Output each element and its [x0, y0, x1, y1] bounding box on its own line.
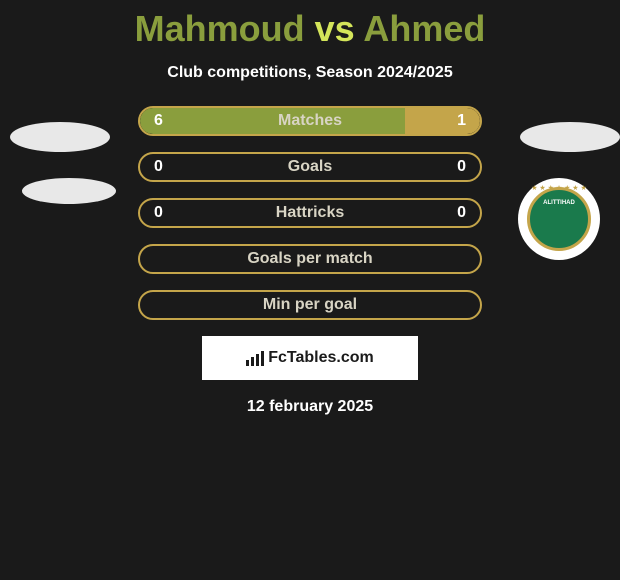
badge-stars: ★ ★ ★ ★ ★ ★ ★	[531, 184, 587, 192]
player1-avatar	[10, 122, 110, 152]
stat-value-right: 0	[457, 158, 466, 176]
badge-inner: ★ ★ ★ ★ ★ ★ ★ ALITTIHAD	[527, 187, 591, 251]
stat-row-gpm: Goals per match	[138, 244, 482, 274]
chart-icon	[246, 351, 264, 366]
player2-name: Ahmed	[363, 8, 485, 49]
stat-row-hattricks: 0 Hattricks 0	[138, 198, 482, 228]
stats-bars: 6 Matches 1 0 Goals 0 0 Hattricks 0 Goal…	[138, 106, 482, 320]
vs-text: vs	[315, 8, 355, 49]
stat-label: Min per goal	[263, 296, 357, 314]
stat-label: Hattricks	[276, 204, 344, 222]
stat-label: Goals	[288, 158, 332, 176]
stat-value-left: 0	[154, 204, 163, 222]
page-title: Mahmoud vs Ahmed	[0, 0, 620, 50]
stat-label: Matches	[278, 112, 342, 130]
player2-club-badge: ★ ★ ★ ★ ★ ★ ★ ALITTIHAD	[518, 178, 600, 260]
stat-value-left: 0	[154, 158, 163, 176]
bar-fill-left	[140, 108, 405, 134]
player2-avatar	[520, 122, 620, 152]
stat-row-goals: 0 Goals 0	[138, 152, 482, 182]
date-text: 12 february 2025	[0, 398, 620, 416]
stat-row-mpg: Min per goal	[138, 290, 482, 320]
bar-fill-right	[405, 108, 480, 134]
stat-value-right: 1	[457, 112, 466, 130]
player1-name: Mahmoud	[135, 8, 305, 49]
player1-club-badge	[22, 178, 116, 204]
badge-text: ALITTIHAD	[543, 200, 575, 206]
stat-label: Goals per match	[247, 250, 372, 268]
subtitle: Club competitions, Season 2024/2025	[0, 64, 620, 82]
brand-box: FcTables.com	[202, 336, 418, 380]
stat-row-matches: 6 Matches 1	[138, 106, 482, 136]
stat-value-right: 0	[457, 204, 466, 222]
stat-value-left: 6	[154, 112, 163, 130]
brand-text: FcTables.com	[268, 349, 374, 367]
